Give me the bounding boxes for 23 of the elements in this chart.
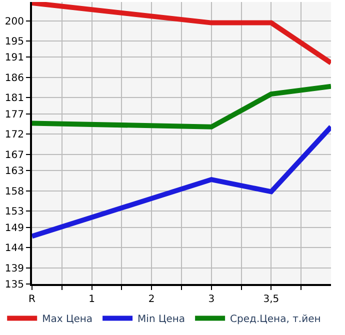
legend-label: Max Цена	[42, 314, 93, 326]
y-tick-label: 181	[4, 93, 24, 104]
y-tick-label: 186	[4, 72, 24, 84]
y-tick-label: 195	[4, 36, 24, 48]
x-tick-label: 3	[208, 294, 215, 305]
x-tick-label: 1	[88, 294, 95, 305]
y-tick-label: 139	[4, 263, 24, 274]
y-tick-label: 172	[4, 130, 24, 141]
y-tick-label: 135	[4, 280, 24, 290]
y-tick-label: 158	[4, 186, 24, 198]
x-tick-label: 2	[148, 294, 155, 305]
y-tick-label: 191	[4, 52, 24, 64]
y-tick-label: 200	[4, 16, 24, 28]
x-tick-label: 3,5	[263, 294, 280, 305]
y-tick-label: 149	[4, 222, 24, 234]
y-tick-label: 163	[4, 166, 24, 178]
x-tick-label: R	[28, 294, 36, 305]
legend-label: Сред.Цена, т.йен	[230, 314, 321, 326]
y-tick-label: 177	[4, 109, 24, 120]
y-tick-label: 144	[4, 243, 24, 254]
y-tick-label: 167	[4, 150, 24, 161]
legend-label: Min Цена	[138, 314, 186, 326]
y-tick-label: 153	[4, 206, 24, 218]
